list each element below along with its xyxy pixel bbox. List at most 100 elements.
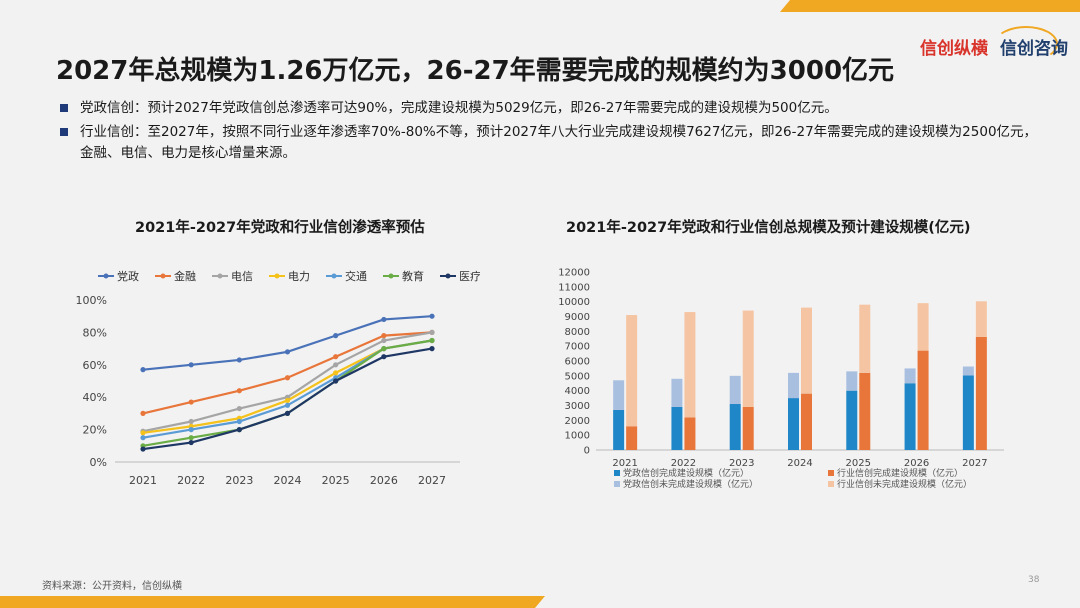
data-point <box>140 446 146 452</box>
y-tick-label: 7000 <box>565 342 590 353</box>
y-tick-label: 4000 <box>565 386 590 397</box>
bullet-item-government: 党政信创：预计2027年党政信创总渗透率可达90%，完成建设规模为5029亿元，… <box>60 98 1050 119</box>
bar-segment <box>859 372 871 450</box>
data-point <box>333 370 339 376</box>
logo-ring <box>994 26 1058 62</box>
bar-segment <box>613 409 625 450</box>
data-point <box>333 354 339 360</box>
bar-segment <box>962 366 974 376</box>
y-tick-label: 6000 <box>565 357 590 368</box>
bar-segment <box>626 315 638 427</box>
x-tick-label: 2021 <box>612 458 637 469</box>
bar-segment <box>626 426 638 450</box>
bar-segment <box>742 406 754 450</box>
bullet-square-icon <box>60 104 68 112</box>
bar-segment <box>684 417 696 450</box>
data-point <box>188 435 194 441</box>
data-point <box>188 427 194 433</box>
legend-marker <box>217 273 223 279</box>
bar-segment <box>859 304 871 373</box>
y-tick-label: 5000 <box>565 371 590 382</box>
bar-segment <box>729 404 741 450</box>
data-point <box>188 439 194 446</box>
y-tick-label: 80% <box>83 326 107 339</box>
data-point <box>284 402 291 408</box>
legend-swatch <box>614 470 620 476</box>
bar-segment <box>801 393 812 450</box>
y-tick-label: 0 <box>584 446 590 457</box>
data-point <box>429 346 435 352</box>
y-tick-label: 10000 <box>558 297 590 308</box>
legend-marker <box>103 273 109 279</box>
data-point <box>140 410 146 416</box>
legend-label: 党政信创未完成建设规模（亿元） <box>623 478 758 490</box>
bar-segment <box>742 310 754 407</box>
x-tick-label: 2025 <box>846 458 871 469</box>
data-point <box>333 362 339 368</box>
legend-label: 行业信创未完成建设规模（亿元） <box>837 478 972 490</box>
bar-chart-title: 2021年-2027年党政和行业信创总规模及预计建设规模(亿元) <box>566 220 971 236</box>
data-point <box>140 435 146 441</box>
data-point <box>381 333 387 339</box>
bar-segment <box>962 375 974 450</box>
bar-segment <box>613 380 625 410</box>
bar-segment <box>788 372 799 399</box>
series-line-党政 <box>142 315 433 371</box>
legend-label: 教育 <box>402 269 424 283</box>
legend-marker <box>274 273 280 279</box>
line-chart-title: 2021年-2027年党政和行业信创渗透率预估 <box>135 220 425 236</box>
bar-segment <box>801 307 812 394</box>
data-point <box>429 313 435 319</box>
bar-segment <box>917 303 929 351</box>
line-chart: 0% 20% 40% 60% 80% 100% 2021 2022 2023 2024 2025 20… <box>76 269 480 487</box>
x-tick-label: 2025 <box>322 474 350 487</box>
legend-marker <box>388 273 394 279</box>
bullet-text: 行业信创：至2027年，按照不同行业逐年渗透率70%-80%不等，预计2027年… <box>80 124 1038 161</box>
bullet-list: 党政信创：预计2027年党政信创总渗透率可达90%，完成建设规模为5029亿元，… <box>60 98 1050 167</box>
page-number: 38 <box>1028 575 1040 585</box>
y-tick-label: 100% <box>76 294 107 307</box>
y-tick-label: 12000 <box>558 268 590 279</box>
bar-segment <box>671 378 683 407</box>
legend-swatch <box>614 481 620 487</box>
data-point <box>381 354 387 360</box>
y-tick-label: 60% <box>83 359 107 372</box>
data-point <box>188 399 194 405</box>
brand-logo-xinchuang-zixun: 信创咨询 <box>1000 39 1068 59</box>
data-point <box>333 333 339 339</box>
legend-swatch <box>828 481 834 487</box>
x-tick-label: 2022 <box>671 458 696 469</box>
source-note: 资料来源：公开资料，信创纵横 <box>42 581 182 592</box>
bar-segment <box>917 350 929 450</box>
y-tick-label: 0% <box>90 456 107 469</box>
data-point <box>284 375 291 381</box>
bar-segment <box>788 398 799 450</box>
bullet-text: 党政信创：预计2027年党政信创总渗透率可达90%，完成建设规模为5029亿元，… <box>80 100 838 116</box>
data-point <box>284 397 291 404</box>
legend-label: 金融 <box>174 269 196 283</box>
data-point <box>429 337 435 344</box>
data-point <box>381 337 387 344</box>
legend-label: 交通 <box>345 269 367 283</box>
y-tick-label: 20% <box>83 424 107 437</box>
bar-segment <box>671 406 683 450</box>
top-accent-bar <box>780 0 1080 12</box>
data-point <box>236 405 242 412</box>
data-point <box>284 410 291 416</box>
bar-segment <box>846 390 858 450</box>
legend-label: 党政 <box>117 269 139 283</box>
legend-marker <box>160 273 166 279</box>
y-tick-label: 3000 <box>565 401 590 412</box>
data-point <box>188 418 194 425</box>
legend-marker <box>445 273 451 279</box>
data-point <box>188 362 194 368</box>
data-point <box>333 378 339 384</box>
legend-label: 行业信创完成建设规模（亿元） <box>837 467 963 479</box>
x-tick-label: 2027 <box>962 458 987 469</box>
x-tick-label: 2023 <box>729 458 754 469</box>
x-tick-label: 2027 <box>418 474 446 487</box>
data-point <box>381 316 387 323</box>
x-tick-label: 2021 <box>129 474 157 487</box>
bar-segment <box>904 383 916 450</box>
data-point <box>381 346 387 352</box>
